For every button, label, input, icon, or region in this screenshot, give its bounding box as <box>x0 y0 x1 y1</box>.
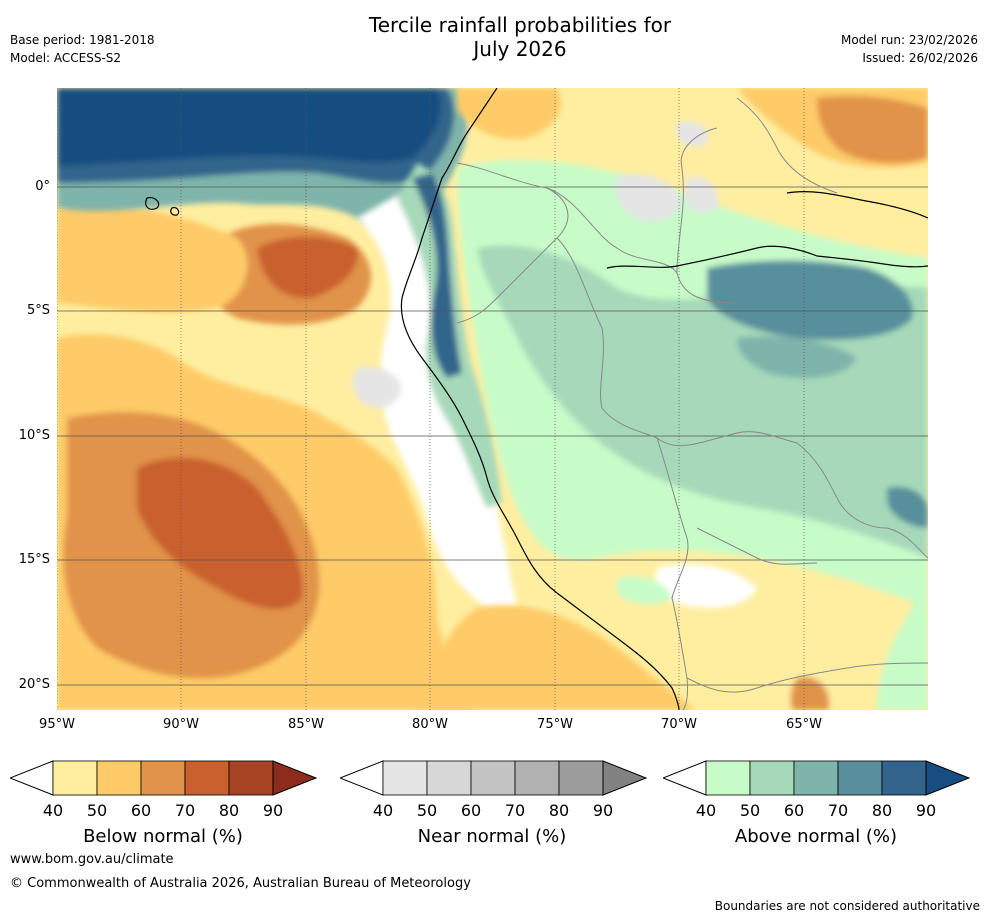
colorbar-below-tick-label: 60 <box>131 801 151 820</box>
colorbar-below-cell <box>184 760 230 796</box>
colorbar-below-cell <box>140 760 186 796</box>
colorbar-near-tick-label: 50 <box>417 801 437 820</box>
lat-label-15s: 15°S <box>18 552 50 567</box>
lon-label-95w: 95°W <box>39 717 75 732</box>
colorbar-near-cell <box>470 760 516 796</box>
lon-label-65w: 65°W <box>786 717 822 732</box>
colorbar-near-normal: 40 50 60 70 80 90 <box>340 760 648 820</box>
colorbar-near-over-triangle <box>602 760 648 796</box>
colorbar-near-tick-label: 70 <box>505 801 525 820</box>
model-run: Model run: 23/02/2026 <box>840 33 978 47</box>
colorbar-above-ticks: 40 50 60 70 80 90 <box>696 801 936 820</box>
map-title-line2: July 2026 <box>473 37 567 61</box>
colorbar-below-under-triangle <box>10 760 54 796</box>
colorbar-near-tick-label: 60 <box>461 801 481 820</box>
colorbar-below-title: Below normal (%) <box>83 826 243 847</box>
lat-label-10s: 10°S <box>18 428 50 443</box>
lon-label-90w: 90°W <box>163 717 199 732</box>
colorbar-above-title: Above normal (%) <box>734 826 898 847</box>
colorbar-below-cell <box>228 760 274 796</box>
colorbar-below-tick-label: 90 <box>263 801 283 820</box>
land-above-normal-field <box>457 159 928 710</box>
colorbar-above-tick-label: 50 <box>740 801 760 820</box>
colorbar-above-cells <box>705 760 927 796</box>
colorbar-above-under-triangle <box>663 760 707 796</box>
colorbar-near-cell <box>382 760 428 796</box>
colorbar-above-over-triangle <box>925 760 971 796</box>
colorbar-near-cell <box>426 760 472 796</box>
colorbar-above-tick-label: 40 <box>696 801 716 820</box>
colorbar-below-over-triangle <box>272 760 318 796</box>
colorbar-below-normal: 40 50 60 70 80 90 <box>10 760 318 820</box>
lon-label-70w: 70°W <box>661 717 697 732</box>
colorbar-below-tick-label: 80 <box>219 801 239 820</box>
rainfall-probability-map <box>57 88 928 710</box>
meta-left: Base period: 1981-2018 Model: ACCESS-S2 <box>10 31 155 67</box>
colorbar-above-normal: 40 50 60 70 80 90 <box>663 760 971 820</box>
colorbar-below-tick-label: 50 <box>87 801 107 820</box>
colorbar-near-cells <box>382 760 604 796</box>
colorbar-above-cell <box>881 760 927 796</box>
colorbar-near-tick-label: 80 <box>549 801 569 820</box>
copyright-text: © Commonwealth of Australia 2026, Austra… <box>10 876 471 891</box>
colorbar-near-tick-label: 90 <box>593 801 613 820</box>
lon-label-75w: 75°W <box>537 717 573 732</box>
country-boundaries <box>456 97 928 710</box>
boundaries-disclaimer: Boundaries are not considered authoritat… <box>714 899 980 913</box>
issued-date: Issued: 26/02/2026 <box>862 51 978 65</box>
colorbar-above-tick-label: 60 <box>784 801 804 820</box>
south-below-normal-field <box>417 564 874 710</box>
colorbar-near-tick-label: 40 <box>373 801 393 820</box>
colorbar-below-cells <box>52 760 274 796</box>
base-period: Base period: 1981-2018 <box>10 33 155 47</box>
colorbar-near-ticks: 40 50 60 70 80 90 <box>373 801 613 820</box>
colorbar-below-cell <box>96 760 142 796</box>
colorbar-near-title: Near normal (%) <box>417 826 567 847</box>
below-normal-field <box>57 205 477 710</box>
colorbar-above-cell <box>837 760 883 796</box>
colorbar-above-tick-label: 80 <box>872 801 892 820</box>
colorbar-near-under-triangle <box>340 760 384 796</box>
graticule <box>57 88 928 710</box>
colorbar-above-tick-label: 90 <box>916 801 936 820</box>
lat-label-0: 0° <box>35 179 50 194</box>
coastal-band <box>357 163 517 608</box>
colorbar-above-cell <box>793 760 839 796</box>
north-above-normal-field <box>57 88 468 229</box>
colorbar-below-tick-label: 40 <box>43 801 63 820</box>
coastlines <box>145 88 928 710</box>
lon-label-80w: 80°W <box>412 717 448 732</box>
lat-label-5s: 5°S <box>26 303 50 318</box>
near-normal-patches <box>352 121 718 408</box>
colorbar-near-cell <box>558 760 604 796</box>
colorbar-above-cell <box>705 760 751 796</box>
meta-right: Model run: 23/02/2026 Issued: 26/02/2026 <box>841 31 978 67</box>
colorbar-above-cell <box>749 760 795 796</box>
colorbar-below-ticks: 40 50 60 70 80 90 <box>43 801 283 820</box>
colorbar-below-tick-label: 70 <box>175 801 195 820</box>
lon-label-85w: 85°W <box>288 717 324 732</box>
colorbar-below-cell <box>52 760 98 796</box>
website-link[interactable]: www.bom.gov.au/climate <box>10 852 174 867</box>
colorbar-above-tick-label: 70 <box>828 801 848 820</box>
map-title-line1: Tercile rainfall probabilities for <box>368 13 672 37</box>
colorbar-near-cell <box>514 760 560 796</box>
lat-label-20s: 20°S <box>18 677 50 692</box>
model-name: Model: ACCESS-S2 <box>10 51 122 65</box>
